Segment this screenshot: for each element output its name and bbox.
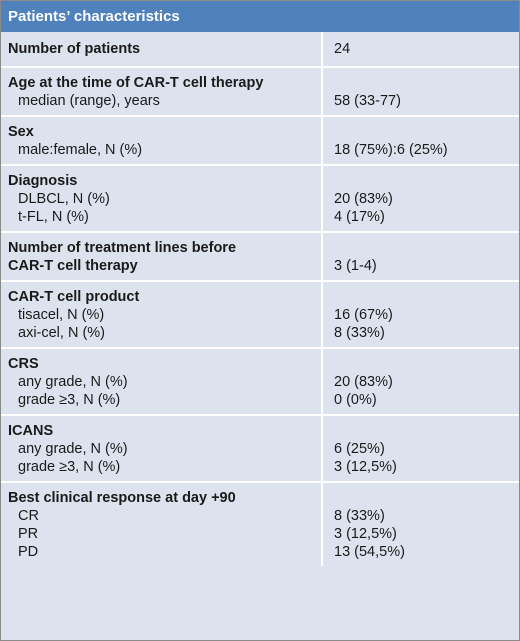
row-item-value: 20 (83%) [334, 374, 393, 390]
row-header: Number of treatment lines before [8, 240, 237, 256]
table-row: ICANS any grade, N (%) grade ≥3, N (%) 6… [1, 415, 519, 483]
row-item-value: 16 (67%) [334, 307, 393, 323]
row-item-label: median (range), years [18, 93, 160, 109]
row-item-label: CR [18, 508, 39, 524]
row-item-value: 8 (33%) [334, 325, 385, 341]
row-item-value: 13 (54,5%) [334, 544, 405, 560]
row-item-value: 6 (25%) [334, 441, 385, 457]
row-item-label: t-FL, N (%) [18, 209, 89, 225]
row-item-label: tisacel, N (%) [18, 307, 105, 323]
row-item-value: 3 (12,5%) [334, 526, 397, 542]
row-item-label: grade ≥3, N (%) [18, 459, 121, 475]
row-value: 24 [334, 41, 351, 57]
row-header-continued: CAR-T cell therapy [8, 258, 138, 274]
row-item-label: any grade, N (%) [18, 441, 128, 457]
row-header: Age at the time of CAR-T cell therapy [8, 75, 264, 91]
table-row: Sex male:female, N (%) 18 (75%):6 (25%) [1, 116, 519, 166]
row-header: CAR-T cell product [8, 289, 140, 305]
row-item-value: 4 (17%) [334, 209, 385, 225]
row-header: Sex [8, 124, 34, 140]
row-item-label: grade ≥3, N (%) [18, 392, 121, 408]
table-row: Number of treatment lines before CAR-T c… [1, 232, 519, 282]
table-row: CRS any grade, N (%) grade ≥3, N (%) 20 … [1, 348, 519, 416]
row-item-value: 58 (33-77) [334, 93, 401, 109]
row-item-label: axi-cel, N (%) [18, 325, 106, 341]
row-item-label: PR [18, 526, 39, 542]
row-header: ICANS [8, 423, 54, 439]
table-row: CAR-T cell product tisacel, N (%) axi-ce… [1, 281, 519, 349]
table-row: Diagnosis DLBCL, N (%) t-FL, N (%) 20 (8… [1, 165, 519, 233]
table-row: Age at the time of CAR-T cell therapy me… [1, 67, 519, 117]
row-item-value: 8 (33%) [334, 508, 385, 524]
row-item-value: 3 (12,5%) [334, 459, 397, 475]
row-item-label: male:female, N (%) [18, 142, 143, 158]
row-item-value: 0 (0%) [334, 392, 377, 408]
characteristics-table: Number of patients 24 Age at the time of… [1, 32, 519, 566]
row-item-label: PD [18, 544, 39, 560]
row-item-value: 18 (75%):6 (25%) [334, 142, 448, 158]
row-header: Best clinical response at day +90 [8, 490, 236, 506]
row-item-value: 20 (83%) [334, 191, 393, 207]
row-header: Diagnosis [8, 173, 78, 189]
row-item-label: DLBCL, N (%) [18, 191, 110, 207]
row-header: CRS [8, 356, 39, 372]
table-title: Patients’ characteristics [1, 1, 519, 32]
row-header: Number of patients [8, 41, 141, 57]
row-value: 3 (1-4) [334, 258, 377, 274]
table-row: Number of patients 24 [1, 32, 519, 68]
table-row: Best clinical response at day +90 CR PR … [1, 482, 519, 566]
row-item-label: any grade, N (%) [18, 374, 128, 390]
